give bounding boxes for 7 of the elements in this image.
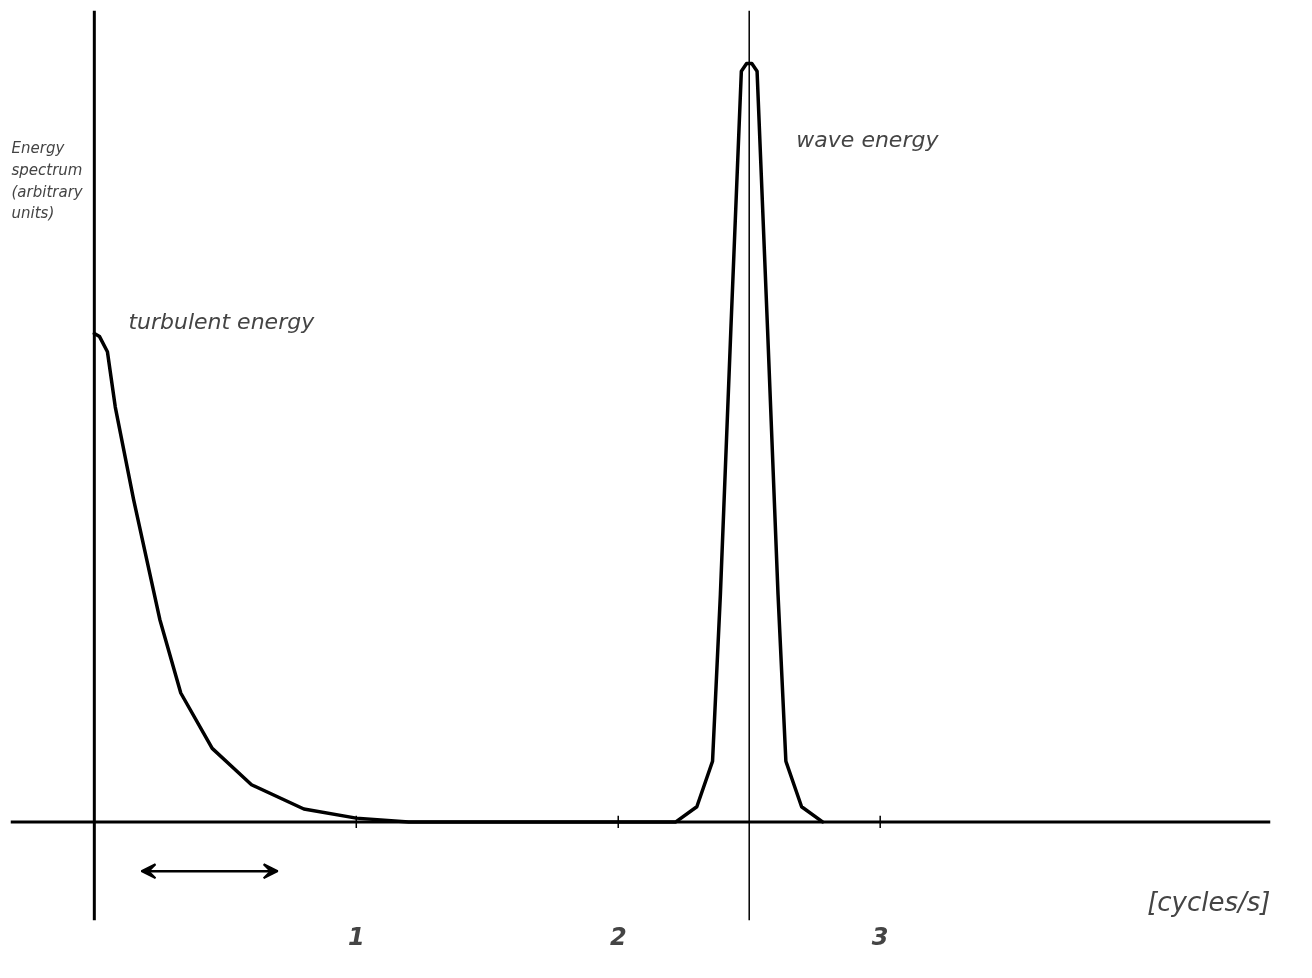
annotation: turbulent energy [128, 308, 316, 334]
y-axis-title: Energy spectrum (arbitrary units) [11, 139, 84, 223]
x-tick-label: 1 [347, 922, 365, 951]
x-axis-title: [cycles/s] [1147, 886, 1271, 917]
x-tick-label: 2 [609, 922, 627, 951]
x-tick-label: 3 [871, 922, 889, 951]
annotation: wave energy [796, 126, 940, 152]
